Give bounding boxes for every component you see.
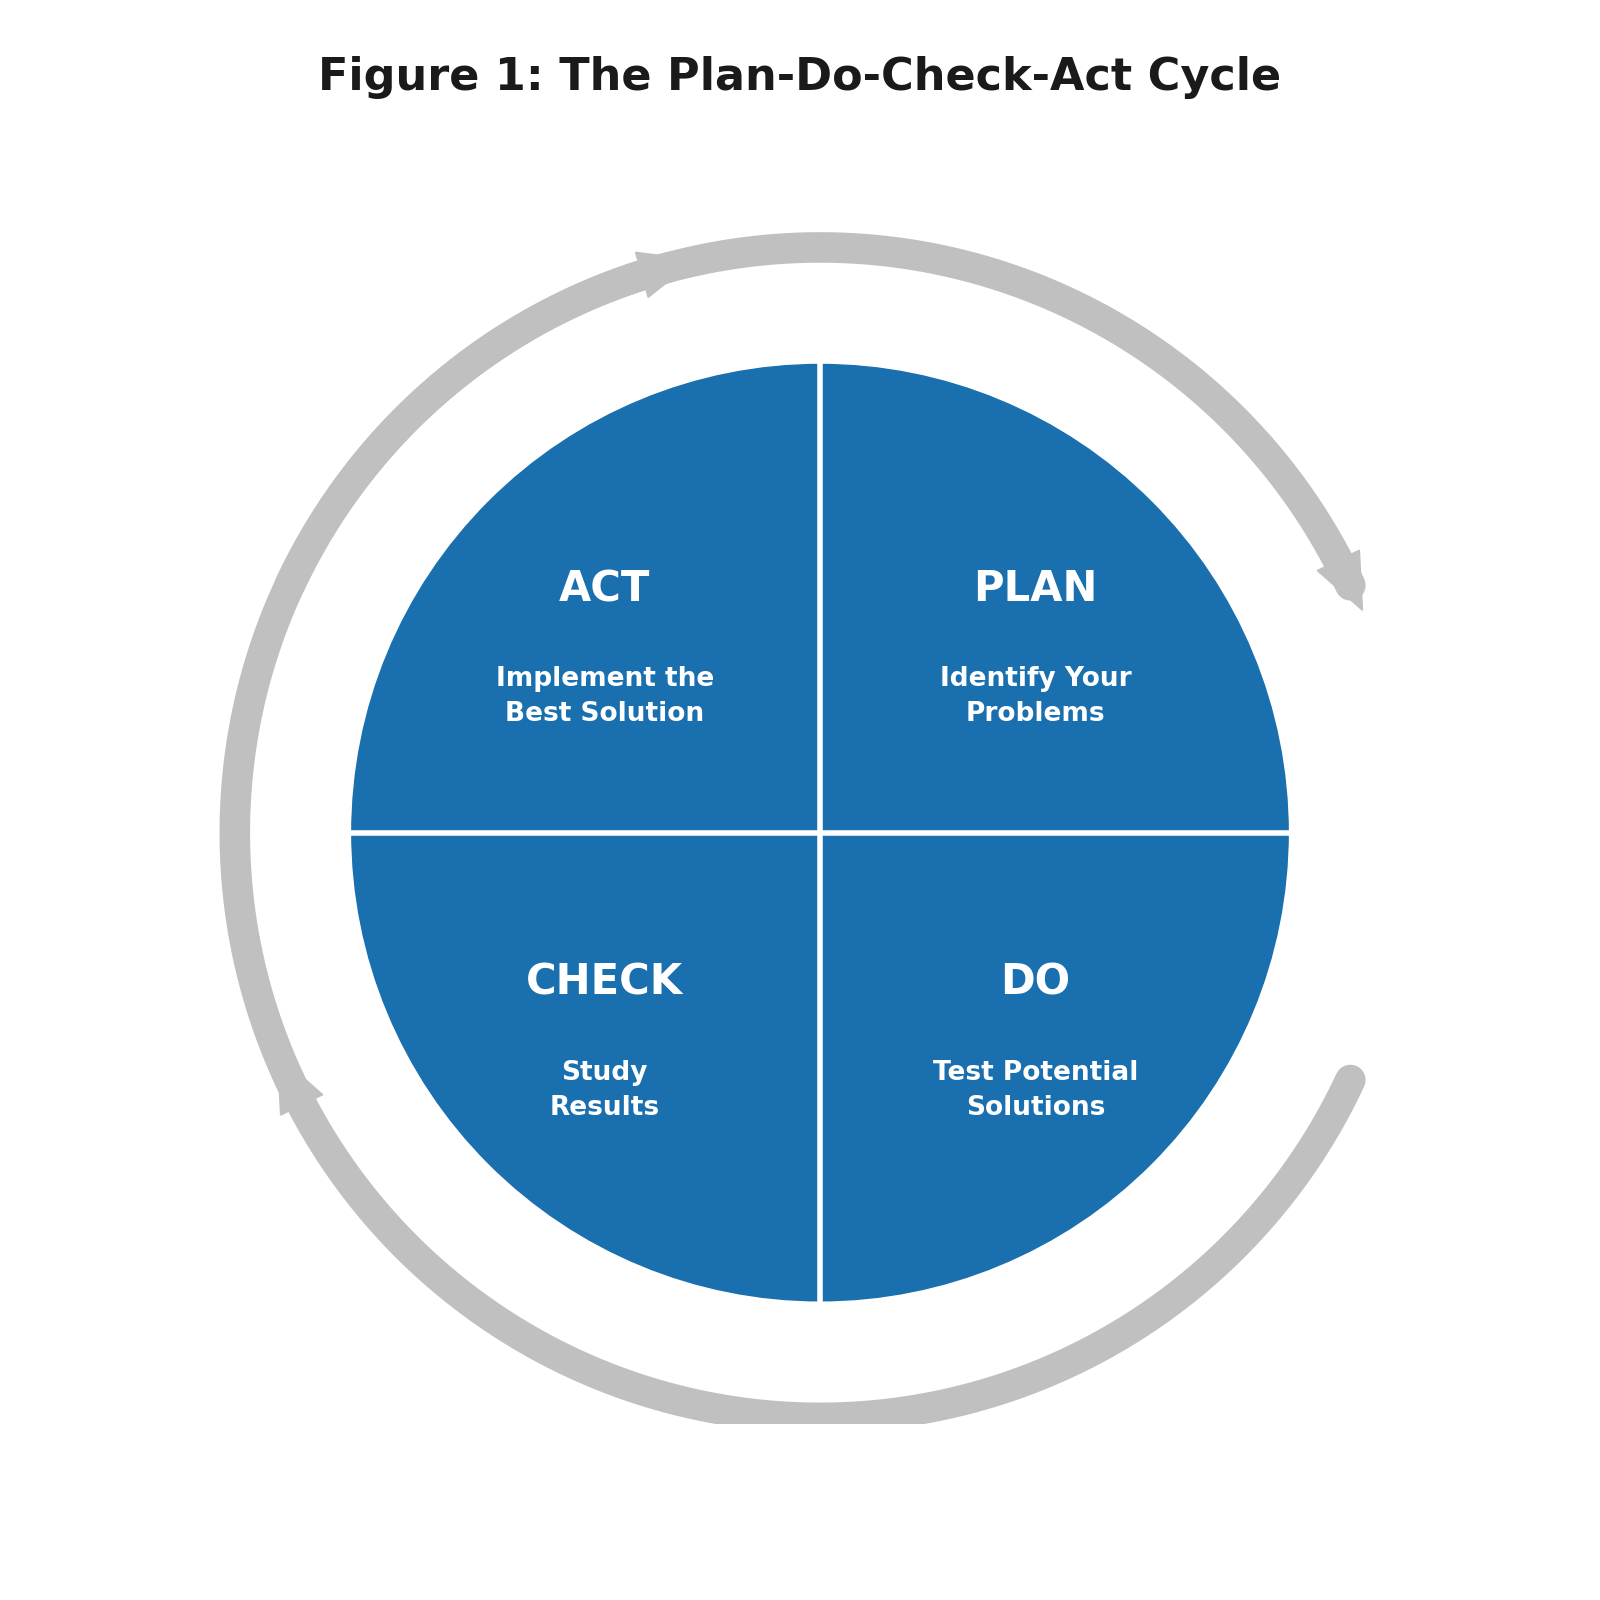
Text: Study
Results: Study Results [549, 1059, 659, 1120]
Text: Implement the
Best Solution: Implement the Best Solution [496, 666, 714, 728]
Text: CHECK: CHECK [526, 962, 683, 1003]
Polygon shape [635, 253, 696, 298]
Text: ACT: ACT [558, 568, 650, 610]
Polygon shape [1317, 550, 1363, 610]
Circle shape [352, 365, 1288, 1301]
Polygon shape [277, 1054, 323, 1115]
Text: Test Potential
Solutions: Test Potential Solutions [933, 1059, 1138, 1120]
Text: Figure 1: The Plan-Do-Check-Act Cycle: Figure 1: The Plan-Do-Check-Act Cycle [318, 56, 1282, 99]
Text: Identify Your
Problems: Identify Your Problems [939, 666, 1131, 728]
Text: DO: DO [1000, 962, 1070, 1003]
Text: PLAN: PLAN [973, 568, 1098, 610]
